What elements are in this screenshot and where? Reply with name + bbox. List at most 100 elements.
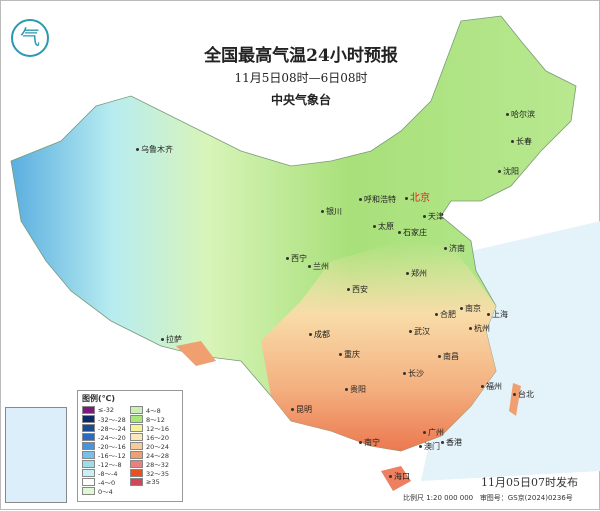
city-label: 哈尔滨 <box>506 109 535 120</box>
city-label: 银川 <box>321 206 342 217</box>
legend-label: 20～24 <box>146 443 170 451</box>
city-label: 成都 <box>309 329 330 340</box>
legend-swatch <box>82 478 95 486</box>
legend-item: 24～28 <box>130 451 178 460</box>
legend-label: -28～-24 <box>98 425 126 433</box>
legend-label: ≤-32 <box>98 406 115 414</box>
city-label: 石家庄 <box>398 227 427 238</box>
legend-item: ≥35 <box>130 478 178 486</box>
legend-swatch <box>130 433 143 441</box>
legend-label: -32～-28 <box>98 416 126 424</box>
map-scale: 比例尺 1:20 000 000 <box>403 494 474 502</box>
city-label: 天津 <box>423 211 444 222</box>
city-label: 海口 <box>389 471 410 482</box>
legend-label: -16～-12 <box>98 452 126 460</box>
legend-swatch <box>82 424 95 432</box>
legend-swatch <box>130 478 143 486</box>
legend-item: 20～24 <box>130 442 178 451</box>
city-label: 合肥 <box>435 309 456 320</box>
legend-swatch <box>82 451 95 459</box>
city-label: 西安 <box>347 284 368 295</box>
legend-label: -12～-8 <box>98 461 122 469</box>
city-label: 呼和浩特 <box>359 194 396 205</box>
legend-item: 4～8 <box>130 406 178 415</box>
legend-item: -12～-8 <box>82 460 130 469</box>
publish-time: 11月05日07时发布 <box>481 476 578 489</box>
city-label: 南宁 <box>359 437 380 448</box>
city-label: 西宁 <box>286 253 307 264</box>
legend-item: 32～35 <box>130 469 178 478</box>
warm-south-region <box>261 241 496 451</box>
legend-item: -24～-20 <box>82 433 130 442</box>
legend-swatch <box>82 433 95 441</box>
issuer: 中央气象台 <box>270 93 331 107</box>
city-label: 武汉 <box>409 326 430 337</box>
city-label: 福州 <box>481 381 502 392</box>
legend-swatch <box>130 451 143 459</box>
city-label: 广州 <box>423 427 444 438</box>
legend-item: 12～16 <box>130 424 178 433</box>
legend-item: -20～-16 <box>82 442 130 451</box>
legend-label: 32～35 <box>146 470 170 478</box>
city-label: 昆明 <box>291 404 312 415</box>
city-label: 太原 <box>373 221 394 232</box>
legend-item: -28～-24 <box>82 424 130 433</box>
city-label: 北京 <box>405 189 430 204</box>
legend-label: -8～-4 <box>98 470 118 478</box>
legend-label: 4～8 <box>146 407 161 415</box>
legend-item: 0～4 <box>82 487 130 496</box>
legend-swatch <box>82 487 95 495</box>
legend-swatch <box>130 469 143 477</box>
legend-swatch <box>130 424 143 432</box>
legend-label: 28～32 <box>146 461 170 469</box>
legend-label: -20～-16 <box>98 443 126 451</box>
legend-label: 16～20 <box>146 434 170 442</box>
legend-swatch <box>82 469 95 477</box>
legend-label: 8～12 <box>146 416 165 424</box>
legend-item: 16～20 <box>130 433 178 442</box>
city-label: 香港 <box>441 437 462 448</box>
city-label: 杭州 <box>469 323 490 334</box>
legend-swatch <box>82 415 95 423</box>
legend-label: 24～28 <box>146 452 170 460</box>
legend-label: 0～4 <box>98 488 113 496</box>
south-china-sea-inset <box>5 407 67 503</box>
city-label: 长春 <box>511 136 532 147</box>
legend-label: ≥35 <box>146 478 160 486</box>
legend-item: -32～-28 <box>82 415 130 424</box>
city-label: 澳门 <box>419 441 440 452</box>
legend-item: -8～-4 <box>82 469 130 478</box>
forecast-period: 11月5日08时—6日08时 <box>234 71 368 85</box>
city-label: 乌鲁木齐 <box>136 144 173 155</box>
legend-item: ≤-32 <box>82 406 130 414</box>
city-label: 长沙 <box>403 368 424 379</box>
legend-item: -16～-12 <box>82 451 130 460</box>
city-label: 拉萨 <box>161 334 182 345</box>
city-label: 重庆 <box>339 349 360 360</box>
city-label: 台北 <box>513 389 534 400</box>
legend-label: -24～-20 <box>98 434 126 442</box>
legend-swatch <box>130 442 143 450</box>
city-label: 南京 <box>460 303 481 314</box>
map-title: 全国最高气温24小时预报 <box>204 46 398 66</box>
tibet-warm-patch <box>176 341 216 366</box>
city-label: 郑州 <box>406 268 427 279</box>
legend-title: 图例(℃) <box>82 394 115 403</box>
legend-swatch <box>130 460 143 468</box>
city-label: 南昌 <box>438 351 459 362</box>
legend-label: -4～0 <box>98 479 116 487</box>
city-label: 沈阳 <box>498 166 519 177</box>
legend-label: 12～16 <box>146 425 170 433</box>
scale-and-map-number: 比例尺 1:20 000 000 审图号：GS京(2024)0236号 <box>403 493 573 503</box>
legend-item: 28～32 <box>130 460 178 469</box>
cma-logo-icon: 气 <box>11 19 49 57</box>
city-label: 贵阳 <box>345 384 366 395</box>
legend-swatch <box>82 460 95 468</box>
legend-swatch <box>130 415 143 423</box>
map-approval-number: 审图号：GS京(2024)0236号 <box>479 494 573 502</box>
city-label: 上海 <box>487 309 508 320</box>
legend-item: 8～12 <box>130 415 178 424</box>
city-label: 兰州 <box>308 261 329 272</box>
